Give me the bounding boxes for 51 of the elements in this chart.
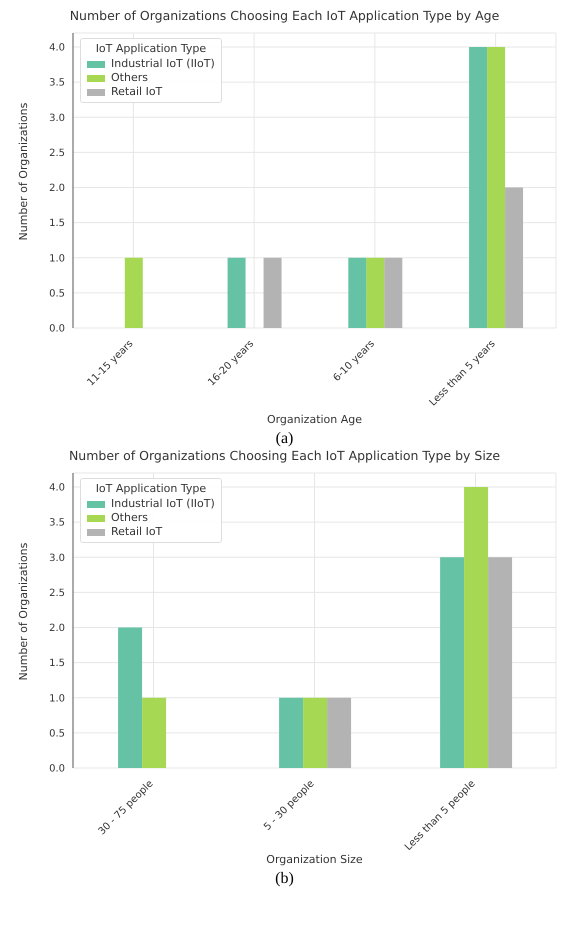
bar: [228, 258, 246, 328]
bar: [327, 698, 352, 768]
y-tick-label: 4.0: [49, 42, 65, 54]
x-axis-title: Organization Size: [266, 853, 363, 866]
y-tick-label: 1.5: [49, 218, 65, 230]
y-tick-label: 1.5: [49, 658, 65, 670]
legend-label: Others: [111, 71, 148, 85]
y-tick-label: 0.5: [49, 288, 65, 300]
bar: [264, 258, 282, 328]
y-tick-label: 1.0: [49, 693, 65, 704]
y-tick-label: 2.5: [49, 588, 65, 599]
legend-label: Industrial IoT (IIoT): [111, 497, 215, 511]
y-tick-label: 4.0: [49, 482, 65, 494]
bar: [464, 487, 488, 768]
bar: [124, 258, 143, 328]
bar: [469, 47, 488, 328]
bar: [348, 258, 366, 328]
y-tick-label: 3.0: [49, 112, 65, 124]
bar: [488, 557, 512, 768]
legend-label: Others: [111, 511, 148, 525]
text: (b): [274, 870, 295, 888]
bar: [279, 698, 304, 768]
chart-title: Number of Organizations Choosing Each IoT Application Type by Size: [68, 448, 502, 465]
bar: [118, 628, 142, 768]
y-tick-label: 0.5: [49, 728, 65, 740]
y-tick-label: 2.0: [49, 183, 65, 194]
legend-label: Industrial IoT (IIoT): [111, 57, 215, 71]
text: (a): [274, 430, 294, 448]
bar: [142, 698, 166, 768]
legend-label: Retail IoT: [111, 525, 162, 539]
y-tick-label: 3.5: [49, 78, 65, 89]
bar: [384, 258, 402, 328]
y-tick-label: 3.0: [49, 552, 65, 564]
y-tick-label: 2.0: [49, 623, 65, 634]
y-tick-label: 0.0: [49, 764, 65, 775]
y-tick-label: 1.0: [49, 253, 65, 264]
y-tick-label: 3.5: [49, 518, 65, 529]
y-tick-label: 0.0: [49, 324, 65, 335]
legend-title: IoT Application Type: [94, 482, 208, 495]
bar: [505, 188, 524, 328]
bar: [487, 47, 506, 328]
x-axis-title: Organization Age: [266, 413, 362, 426]
y-tick-label: 2.5: [49, 148, 65, 159]
legend-label: Retail IoT: [111, 85, 162, 99]
bar: [440, 557, 464, 768]
bar: [366, 258, 384, 328]
bar: [303, 698, 328, 768]
legend-title: IoT Application Type: [94, 42, 208, 55]
chart-title: Number of Organizations Choosing Each IoT Application Type by Age: [68, 8, 500, 25]
y-axis-title: Number of Organizations: [16, 542, 30, 680]
y-axis-title: Number of Organizations: [16, 102, 30, 240]
